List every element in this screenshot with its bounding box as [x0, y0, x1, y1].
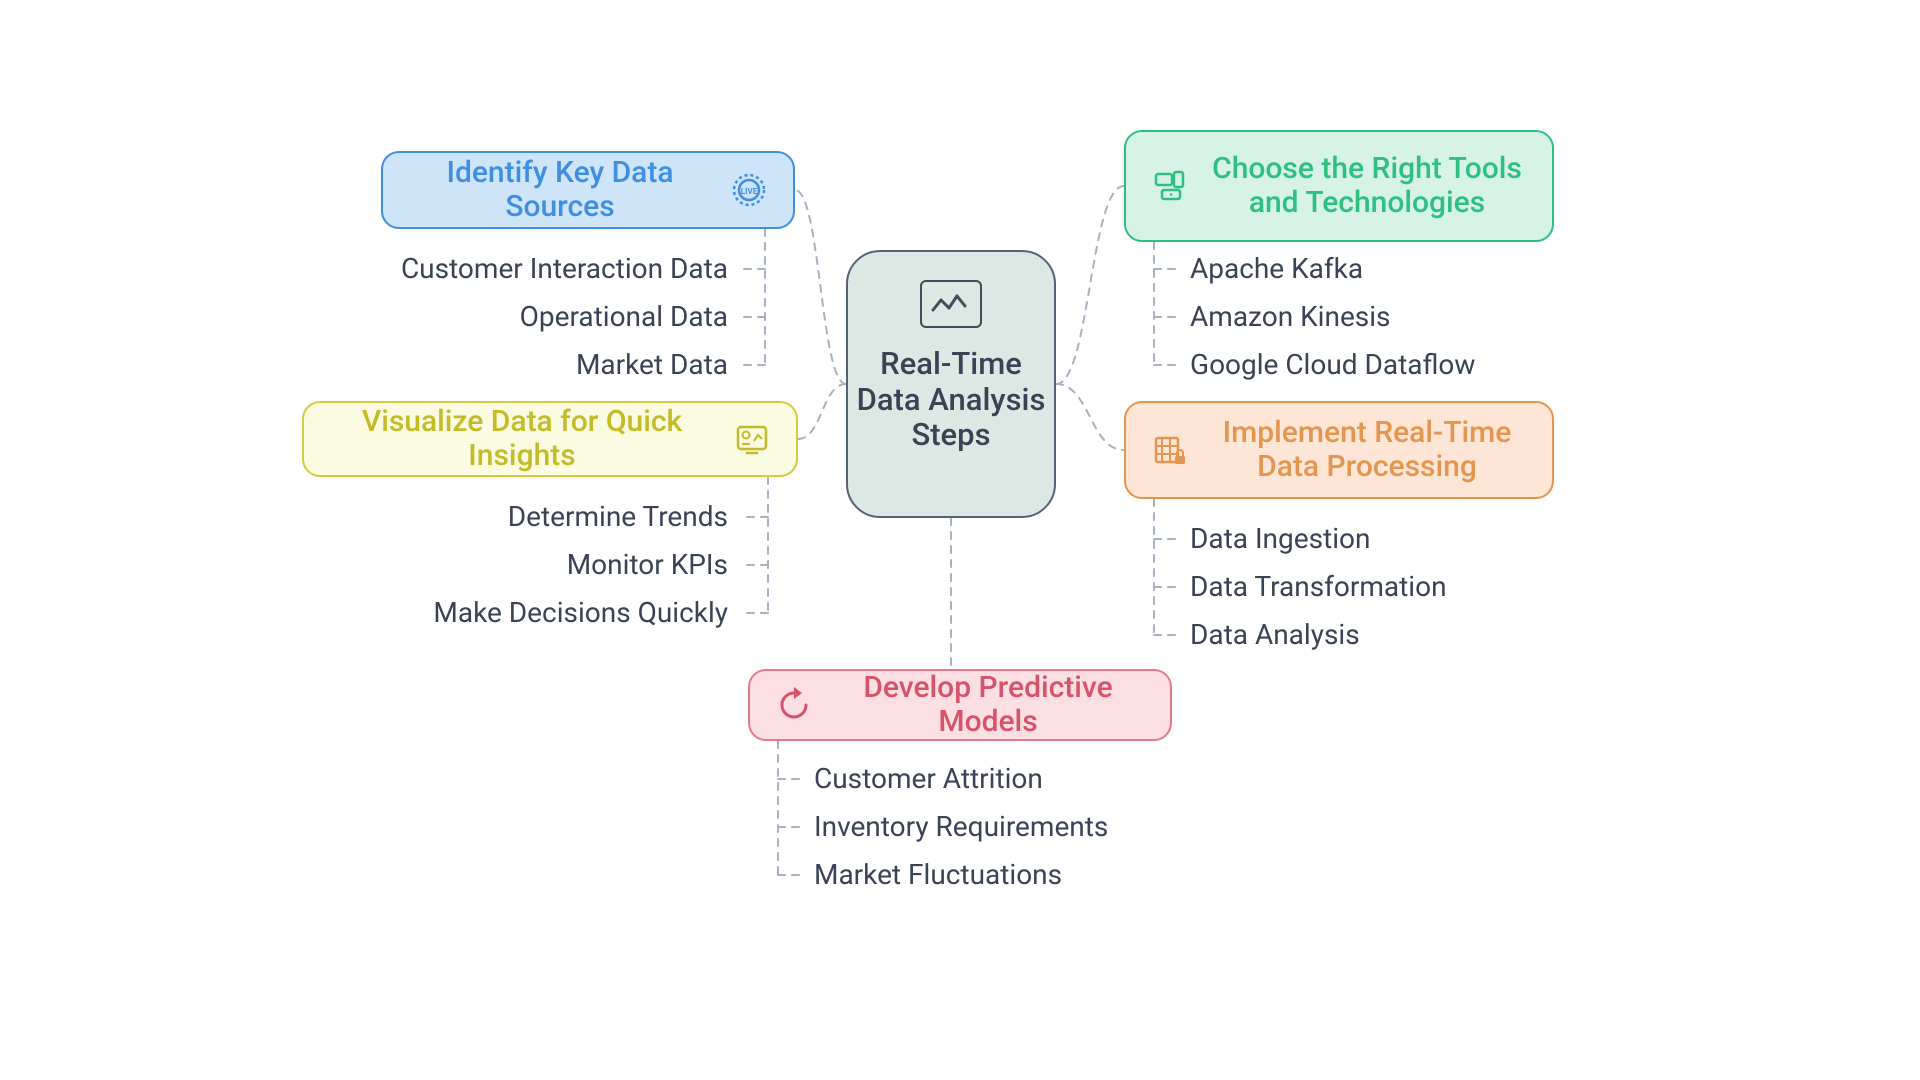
central-title: Real-Time Data Analysis Steps	[848, 346, 1054, 453]
branch-label: Identify Key Data Sources	[407, 156, 713, 225]
db-lock-icon	[1150, 430, 1190, 470]
branch-processing-item: Data Transformation	[1190, 570, 1447, 603]
branch-tools-item: Google Cloud Dataflow	[1190, 348, 1475, 381]
svg-text:LIVE: LIVE	[741, 187, 758, 196]
branch-processing-item: Data Analysis	[1190, 618, 1360, 651]
branch-predictive-item: Market Fluctuations	[814, 858, 1062, 891]
branch-label: Choose the Right Tools and Technologies	[1206, 152, 1528, 221]
branch-identify-item: Market Data	[576, 348, 728, 381]
branch-visualize-item: Determine Trends	[508, 500, 728, 533]
branch-label: Develop Predictive Models	[830, 671, 1146, 740]
branch-predictive-item: Customer Attrition	[814, 762, 1043, 795]
branch-identify-item: Customer Interaction Data	[401, 252, 728, 285]
cycle-arrow-icon	[774, 685, 814, 725]
branch-label: Visualize Data for Quick Insights	[328, 405, 716, 474]
branch-visualize-item: Make Decisions Quickly	[433, 596, 728, 629]
branch-box-visualize: Visualize Data for Quick Insights	[302, 401, 798, 477]
branch-visualize-item: Monitor KPIs	[567, 548, 728, 581]
chart-line-icon	[920, 280, 982, 328]
branch-tools-item: Amazon Kinesis	[1190, 300, 1391, 333]
central-node: Real-Time Data Analysis Steps	[846, 250, 1056, 518]
branch-predictive-item: Inventory Requirements	[814, 810, 1108, 843]
branch-identify-item: Operational Data	[520, 300, 728, 333]
branch-tools-item: Apache Kafka	[1190, 252, 1363, 285]
branch-box-tools: Choose the Right Tools and Technologies	[1124, 130, 1554, 242]
branch-label: Implement Real-Time Data Processing	[1206, 416, 1528, 485]
branch-box-identify: Identify Key Data Sources LIVE	[381, 151, 795, 229]
branch-box-processing: Implement Real-Time Data Processing	[1124, 401, 1554, 499]
dashboard-icon	[732, 419, 772, 459]
branch-processing-item: Data Ingestion	[1190, 522, 1370, 555]
devices-icon	[1150, 166, 1190, 206]
live-globe-icon: LIVE	[729, 170, 769, 210]
branch-box-predictive: Develop Predictive Models	[748, 669, 1172, 741]
